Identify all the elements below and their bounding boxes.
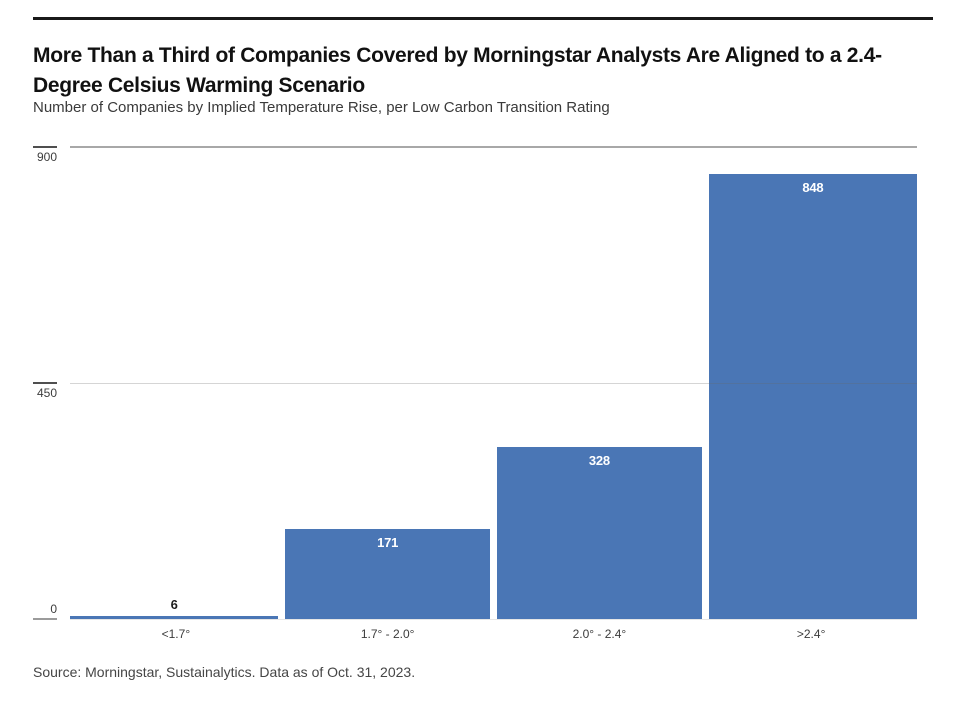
- bar-value-label: 848: [802, 180, 824, 195]
- x-axis-label: 1.7° - 2.0°: [360, 627, 415, 641]
- y-axis-tick: [33, 618, 57, 620]
- page-title: More Than a Third of Companies Covered b…: [33, 41, 939, 101]
- y-axis-tick: [33, 382, 57, 384]
- bar: [497, 447, 702, 619]
- gridline: [70, 619, 917, 620]
- y-axis-tick-label: 900: [36, 150, 57, 164]
- y-axis-tick-label: 450: [36, 386, 57, 400]
- x-axis-label: >2.4°: [796, 627, 826, 641]
- source-note: Source: Morningstar, Sustainalytics. Dat…: [33, 664, 416, 680]
- y-axis-tick: [33, 146, 57, 148]
- bar: [708, 174, 917, 619]
- bar-value-label: 328: [588, 453, 610, 468]
- page-title-line-1: More Than a Third of Companies Covered b…: [33, 44, 882, 68]
- gridline: [70, 146, 917, 148]
- x-axis-label: <1.7°: [161, 627, 191, 641]
- chart-subtitle: Number of Companies by Implied Temperatu…: [33, 99, 610, 116]
- bar-value-label: 6: [170, 597, 178, 612]
- x-axis-label: 2.0° - 2.4°: [572, 627, 627, 641]
- top-rule: [33, 17, 933, 20]
- page-title-line-2: Degree Celsius Warming Scenario: [33, 74, 365, 98]
- bar-value-label: 171: [377, 535, 399, 550]
- bar: [70, 616, 279, 619]
- y-axis-tick-label: 0: [50, 602, 57, 616]
- gridline: [70, 383, 917, 384]
- bar: [285, 529, 490, 619]
